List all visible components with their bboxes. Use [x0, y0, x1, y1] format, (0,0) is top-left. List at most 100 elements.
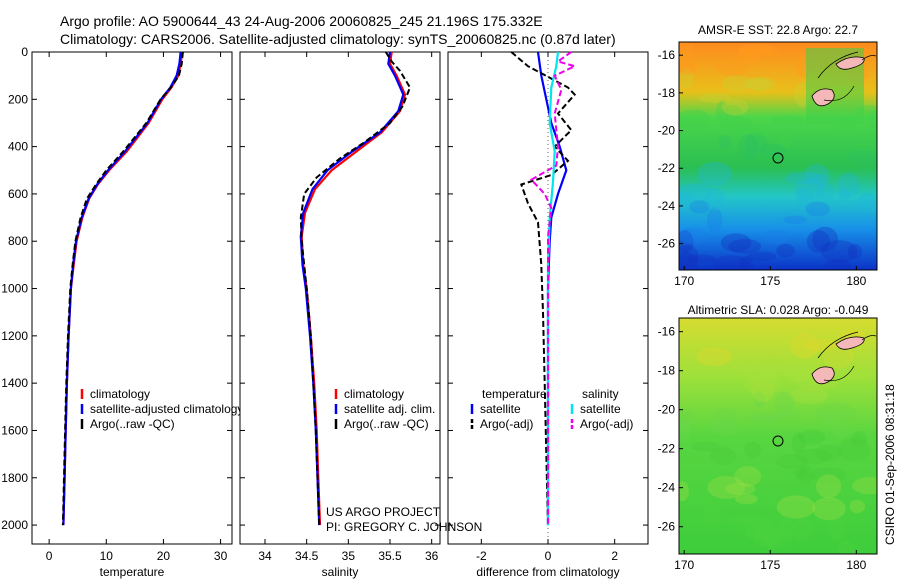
- map-texture-blob: [707, 476, 746, 499]
- sla-vanua-levu-island: [835, 336, 865, 350]
- map-texture-blob: [810, 467, 846, 484]
- diff-x-tick-label: 0: [545, 549, 552, 563]
- map-texture-blob: [848, 244, 862, 260]
- map-texture-blob: [791, 432, 806, 454]
- legend-entry: satellite-adjusted climatology: [90, 402, 243, 416]
- map-texture-blob: [734, 466, 762, 487]
- map-texture-blob: [744, 77, 771, 91]
- map-texture-blob: [805, 201, 830, 217]
- project-credit: US ARGO PROJECT: [326, 505, 441, 519]
- map-texture-blob: [721, 75, 754, 92]
- map-texture-blob: [705, 187, 725, 211]
- map-texture-blob: [824, 259, 851, 270]
- map-y-tick-label: -22: [658, 161, 676, 175]
- map-texture-blob: [776, 495, 816, 519]
- depth-tick-label: 1400: [1, 376, 28, 390]
- map-texture-blob: [738, 43, 779, 59]
- map-texture-blob: [679, 420, 691, 443]
- map-y-tick-label: -18: [658, 364, 676, 378]
- map-texture-blob: [689, 200, 710, 214]
- map-texture-blob: [821, 346, 851, 372]
- map-texture-blob: [696, 347, 733, 367]
- map-x-tick-label: 180: [846, 274, 866, 288]
- sla-map-panel: Altimetric SLA: 0.028 Argo: -0.049 170 17…: [658, 303, 878, 572]
- map-texture-blob: [794, 178, 824, 202]
- map-texture-blob: [743, 441, 762, 459]
- map-texture-blob: [791, 518, 812, 543]
- sla-float-marker: [772, 435, 784, 447]
- map-texture-blob: [706, 207, 723, 233]
- map-texture-blob: [838, 437, 871, 462]
- sal-x-tick-label: 35.5: [378, 549, 402, 563]
- legend-entry: satellite: [480, 402, 521, 416]
- map-y-tick-label: -22: [658, 442, 676, 456]
- map-texture-blob: [836, 172, 861, 198]
- sst-map-frame: [678, 41, 878, 271]
- map-texture-blob: [738, 134, 759, 160]
- sla-map-frame: [678, 317, 878, 555]
- map-texture-blob: [745, 414, 780, 424]
- map-texture-blob: [751, 380, 775, 403]
- map-texture-blob: [790, 333, 820, 359]
- map-texture-blob: [738, 43, 775, 57]
- map-texture-blob: [679, 245, 699, 268]
- map-y-tick-label: -18: [658, 86, 676, 100]
- temp-x-tick-label: 30: [214, 549, 228, 563]
- map-texture-blob: [715, 101, 729, 124]
- map-texture-blob: [727, 516, 757, 525]
- map-texture-blob: [679, 409, 693, 433]
- legend-entry: Argo(..raw -QC): [344, 417, 429, 431]
- map-texture-blob: [679, 230, 694, 254]
- map-texture-blob: [857, 192, 877, 214]
- map-texture-blob: [720, 233, 752, 252]
- map-x-tick-label: 175: [760, 274, 780, 288]
- map-texture-blob: [735, 493, 758, 505]
- map-texture-blob: [803, 339, 839, 352]
- diff-series-line: [510, 51, 577, 526]
- map-texture-blob: [687, 254, 716, 264]
- map-texture-blob: [718, 135, 731, 149]
- map-texture-blob: [814, 444, 842, 462]
- sal-x-axis-label: salinity: [322, 565, 359, 579]
- temp-x-tick-label: 10: [100, 549, 114, 563]
- map-texture-blob: [737, 359, 760, 376]
- header-line-1: Argo profile: AO 5900644_43 24-Aug-2006 …: [60, 13, 543, 29]
- map-texture-blob: [851, 431, 867, 448]
- map-y-tick-label: -16: [658, 48, 676, 62]
- sla-viti-levu-island: [811, 366, 835, 385]
- map-texture-blob: [778, 126, 793, 149]
- map-texture-blob: [696, 161, 733, 186]
- depth-tick-label: 1800: [1, 471, 28, 485]
- map-texture-blob: [797, 429, 826, 445]
- sal-plot-frame: [239, 51, 441, 545]
- map-texture-blob: [804, 163, 831, 190]
- temp-x-axis-label: temperature: [100, 565, 165, 579]
- map-y-tick-label: -20: [658, 403, 676, 417]
- map-texture-blob: [711, 419, 739, 436]
- map-texture-blob: [715, 408, 738, 425]
- legend-entry: climatology: [90, 387, 150, 401]
- legend-entry: satellite adj. clim.: [344, 402, 435, 416]
- map-texture-blob: [747, 251, 776, 262]
- map-x-tick-label: 170: [674, 558, 694, 572]
- map-texture-blob: [763, 229, 789, 245]
- map-texture-blob: [797, 465, 813, 485]
- map-texture-blob: [795, 186, 814, 211]
- map-texture-blob: [785, 362, 812, 383]
- map-texture-blob: [753, 524, 781, 548]
- map-texture-blob: [761, 524, 793, 551]
- sla-map-axes: 170 175 180 -16 -18 -20 -22 -24 -26: [658, 325, 867, 572]
- depth-tick-label: 1600: [1, 423, 28, 437]
- depth-tick-label: 800: [8, 234, 28, 248]
- map-texture-blob: [749, 125, 768, 137]
- map-texture-blob: [785, 171, 823, 185]
- legend-entry: Argo(-adj): [580, 417, 633, 431]
- map-texture-blob: [816, 183, 835, 201]
- map-texture-blob: [679, 51, 697, 75]
- legend-entry: Argo(..raw -QC): [90, 417, 175, 431]
- pi-credit: PI: GREGORY C. JOHNSON: [326, 520, 482, 534]
- map-texture-blob: [866, 109, 877, 129]
- temp-x-tick-label: 20: [157, 549, 171, 563]
- map-texture-blob: [719, 117, 755, 135]
